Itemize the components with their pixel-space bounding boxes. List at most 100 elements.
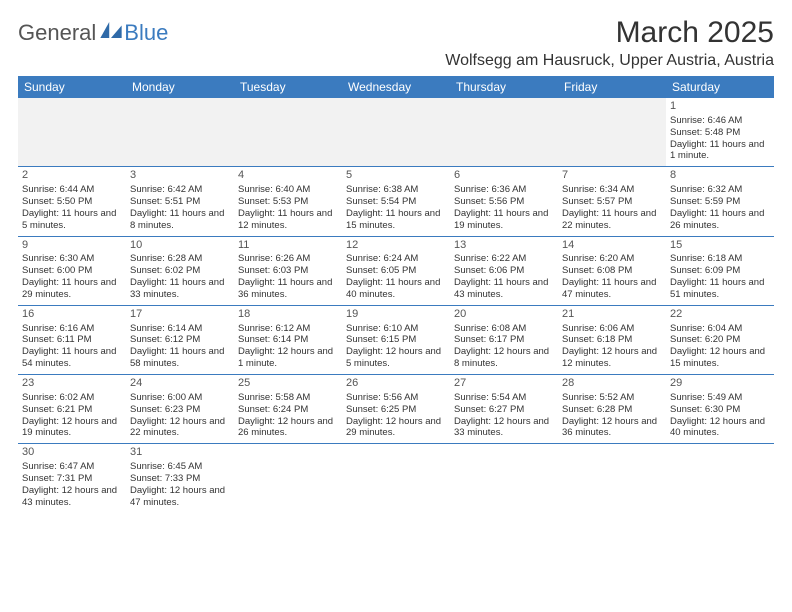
sunset-text: Sunset: 6:21 PM bbox=[22, 404, 122, 416]
sunrise-text: Sunrise: 6:16 AM bbox=[22, 323, 122, 335]
calendar-page: General Blue March 2025 Wolfsegg am Haus… bbox=[0, 0, 792, 529]
calendar-cell: 25Sunrise: 5:58 AMSunset: 6:24 PMDayligh… bbox=[234, 375, 342, 444]
calendar-cell: 14Sunrise: 6:20 AMSunset: 6:08 PMDayligh… bbox=[558, 236, 666, 305]
sunset-text: Sunset: 6:06 PM bbox=[454, 265, 554, 277]
sunset-text: Sunset: 6:03 PM bbox=[238, 265, 338, 277]
daylight-text: Daylight: 11 hours and 40 minutes. bbox=[346, 277, 446, 301]
daylight-text: Daylight: 11 hours and 51 minutes. bbox=[670, 277, 770, 301]
sunset-text: Sunset: 6:18 PM bbox=[562, 334, 662, 346]
daylight-text: Daylight: 12 hours and 22 minutes. bbox=[130, 416, 230, 440]
sunrise-text: Sunrise: 5:56 AM bbox=[346, 392, 446, 404]
daylight-text: Daylight: 12 hours and 15 minutes. bbox=[670, 346, 770, 370]
daylight-text: Daylight: 11 hours and 33 minutes. bbox=[130, 277, 230, 301]
sunset-text: Sunset: 6:00 PM bbox=[22, 265, 122, 277]
daylight-text: Daylight: 12 hours and 26 minutes. bbox=[238, 416, 338, 440]
daylight-text: Daylight: 11 hours and 12 minutes. bbox=[238, 208, 338, 232]
calendar-row: 1Sunrise: 6:46 AMSunset: 5:48 PMDaylight… bbox=[18, 98, 774, 167]
calendar-cell: 18Sunrise: 6:12 AMSunset: 6:14 PMDayligh… bbox=[234, 305, 342, 374]
day-number: 20 bbox=[454, 308, 554, 322]
day-header-row: Sunday Monday Tuesday Wednesday Thursday… bbox=[18, 76, 774, 98]
calendar-cell: 22Sunrise: 6:04 AMSunset: 6:20 PMDayligh… bbox=[666, 305, 774, 374]
daylight-text: Daylight: 11 hours and 43 minutes. bbox=[454, 277, 554, 301]
sunset-text: Sunset: 6:27 PM bbox=[454, 404, 554, 416]
daylight-text: Daylight: 11 hours and 19 minutes. bbox=[454, 208, 554, 232]
day-number: 1 bbox=[670, 100, 770, 114]
sunset-text: Sunset: 6:28 PM bbox=[562, 404, 662, 416]
calendar-cell: 17Sunrise: 6:14 AMSunset: 6:12 PMDayligh… bbox=[126, 305, 234, 374]
day-number: 25 bbox=[238, 377, 338, 391]
day-number: 7 bbox=[562, 169, 662, 183]
day-number: 23 bbox=[22, 377, 122, 391]
day-number: 28 bbox=[562, 377, 662, 391]
calendar-cell: 21Sunrise: 6:06 AMSunset: 6:18 PMDayligh… bbox=[558, 305, 666, 374]
sunrise-text: Sunrise: 6:00 AM bbox=[130, 392, 230, 404]
daylight-text: Daylight: 12 hours and 1 minute. bbox=[238, 346, 338, 370]
day-number: 18 bbox=[238, 308, 338, 322]
sunset-text: Sunset: 6:25 PM bbox=[346, 404, 446, 416]
daylight-text: Daylight: 12 hours and 8 minutes. bbox=[454, 346, 554, 370]
calendar-cell: 11Sunrise: 6:26 AMSunset: 6:03 PMDayligh… bbox=[234, 236, 342, 305]
sunset-text: Sunset: 6:15 PM bbox=[346, 334, 446, 346]
day-number: 12 bbox=[346, 239, 446, 253]
daylight-text: Daylight: 11 hours and 26 minutes. bbox=[670, 208, 770, 232]
daylight-text: Daylight: 12 hours and 47 minutes. bbox=[130, 485, 230, 509]
calendar-cell: 12Sunrise: 6:24 AMSunset: 6:05 PMDayligh… bbox=[342, 236, 450, 305]
sunrise-text: Sunrise: 6:40 AM bbox=[238, 184, 338, 196]
daylight-text: Daylight: 11 hours and 58 minutes. bbox=[130, 346, 230, 370]
month-title: March 2025 bbox=[445, 16, 774, 50]
calendar-cell: 2Sunrise: 6:44 AMSunset: 5:50 PMDaylight… bbox=[18, 167, 126, 236]
sunset-text: Sunset: 6:05 PM bbox=[346, 265, 446, 277]
day-number: 26 bbox=[346, 377, 446, 391]
day-number: 31 bbox=[130, 446, 230, 460]
calendar-row: 2Sunrise: 6:44 AMSunset: 5:50 PMDaylight… bbox=[18, 167, 774, 236]
calendar-cell: 31Sunrise: 6:45 AMSunset: 7:33 PMDayligh… bbox=[126, 444, 234, 513]
logo: General Blue bbox=[18, 16, 168, 46]
sunrise-text: Sunrise: 5:58 AM bbox=[238, 392, 338, 404]
day-number: 22 bbox=[670, 308, 770, 322]
sunset-text: Sunset: 6:02 PM bbox=[130, 265, 230, 277]
daylight-text: Daylight: 11 hours and 29 minutes. bbox=[22, 277, 122, 301]
day-number: 17 bbox=[130, 308, 230, 322]
daylight-text: Daylight: 11 hours and 8 minutes. bbox=[130, 208, 230, 232]
daylight-text: Daylight: 12 hours and 12 minutes. bbox=[562, 346, 662, 370]
sunset-text: Sunset: 6:30 PM bbox=[670, 404, 770, 416]
sunrise-text: Sunrise: 6:22 AM bbox=[454, 253, 554, 265]
calendar-cell: 10Sunrise: 6:28 AMSunset: 6:02 PMDayligh… bbox=[126, 236, 234, 305]
sunset-text: Sunset: 6:08 PM bbox=[562, 265, 662, 277]
sunset-text: Sunset: 7:33 PM bbox=[130, 473, 230, 485]
daylight-text: Daylight: 11 hours and 15 minutes. bbox=[346, 208, 446, 232]
daylight-text: Daylight: 12 hours and 36 minutes. bbox=[562, 416, 662, 440]
sunset-text: Sunset: 6:14 PM bbox=[238, 334, 338, 346]
calendar-cell bbox=[558, 444, 666, 513]
sunrise-text: Sunrise: 5:49 AM bbox=[670, 392, 770, 404]
calendar-cell bbox=[234, 98, 342, 167]
calendar-cell: 8Sunrise: 6:32 AMSunset: 5:59 PMDaylight… bbox=[666, 167, 774, 236]
day-number: 14 bbox=[562, 239, 662, 253]
sunrise-text: Sunrise: 6:32 AM bbox=[670, 184, 770, 196]
day-number: 21 bbox=[562, 308, 662, 322]
day-number: 29 bbox=[670, 377, 770, 391]
title-block: March 2025 Wolfsegg am Hausruck, Upper A… bbox=[445, 16, 774, 70]
calendar-cell: 7Sunrise: 6:34 AMSunset: 5:57 PMDaylight… bbox=[558, 167, 666, 236]
sunrise-text: Sunrise: 6:24 AM bbox=[346, 253, 446, 265]
sunrise-text: Sunrise: 6:30 AM bbox=[22, 253, 122, 265]
sunset-text: Sunset: 5:59 PM bbox=[670, 196, 770, 208]
sunrise-text: Sunrise: 6:20 AM bbox=[562, 253, 662, 265]
day-number: 27 bbox=[454, 377, 554, 391]
sunrise-text: Sunrise: 5:54 AM bbox=[454, 392, 554, 404]
logo-sail-icon bbox=[100, 22, 122, 38]
calendar-cell: 9Sunrise: 6:30 AMSunset: 6:00 PMDaylight… bbox=[18, 236, 126, 305]
sunset-text: Sunset: 6:20 PM bbox=[670, 334, 770, 346]
daylight-text: Daylight: 12 hours and 5 minutes. bbox=[346, 346, 446, 370]
daylight-text: Daylight: 12 hours and 40 minutes. bbox=[670, 416, 770, 440]
calendar-cell: 30Sunrise: 6:47 AMSunset: 7:31 PMDayligh… bbox=[18, 444, 126, 513]
calendar-table: Sunday Monday Tuesday Wednesday Thursday… bbox=[18, 76, 774, 513]
sunset-text: Sunset: 5:51 PM bbox=[130, 196, 230, 208]
sunset-text: Sunset: 6:24 PM bbox=[238, 404, 338, 416]
day-number: 9 bbox=[22, 239, 122, 253]
calendar-cell: 4Sunrise: 6:40 AMSunset: 5:53 PMDaylight… bbox=[234, 167, 342, 236]
sunset-text: Sunset: 6:12 PM bbox=[130, 334, 230, 346]
sunrise-text: Sunrise: 6:06 AM bbox=[562, 323, 662, 335]
day-number: 13 bbox=[454, 239, 554, 253]
calendar-cell: 3Sunrise: 6:42 AMSunset: 5:51 PMDaylight… bbox=[126, 167, 234, 236]
